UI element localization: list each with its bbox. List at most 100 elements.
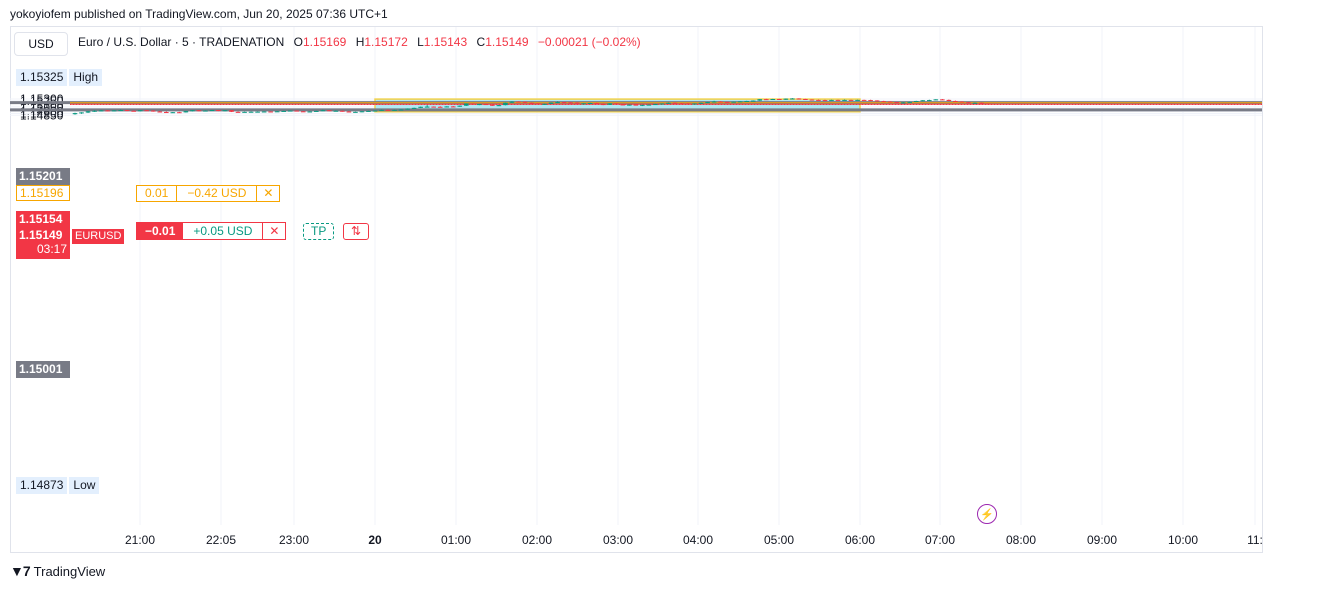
candle-body	[274, 111, 280, 113]
candle-body	[555, 102, 560, 104]
candle-body	[418, 106, 423, 108]
candle-body	[124, 110, 130, 112]
candle-body	[653, 104, 658, 106]
candle-body	[770, 99, 776, 100]
candle-body	[640, 104, 645, 106]
candle-body	[535, 103, 541, 105]
candle-body	[235, 111, 241, 113]
high-value: 1.15325	[16, 69, 68, 86]
x-tick-label: 07:00	[925, 533, 955, 547]
candle-body	[164, 112, 169, 114]
candle-body	[157, 111, 163, 113]
candle-body	[457, 105, 463, 107]
candle-body	[600, 104, 606, 106]
candle-body	[190, 110, 195, 112]
candle-body	[757, 99, 763, 101]
position-close-icon[interactable]: ✕	[263, 186, 274, 200]
candle-body	[705, 102, 710, 104]
candle-body	[822, 100, 828, 102]
candle-body	[959, 101, 965, 103]
order-price-label: 1.15154	[16, 211, 70, 227]
candle-body	[177, 112, 182, 114]
candle-body	[692, 103, 697, 105]
candle-body	[777, 99, 782, 100]
x-tick-label: 09:00	[1087, 533, 1117, 547]
candle-body	[940, 99, 945, 101]
candle-body	[718, 101, 723, 103]
candle-body	[209, 110, 215, 112]
candle-body	[183, 111, 189, 113]
candle-body	[685, 103, 691, 105]
candle-body	[170, 112, 176, 114]
candle-body	[333, 110, 339, 112]
candle-body	[307, 111, 313, 113]
candle-body	[144, 110, 150, 112]
legend-close: 1.15149	[485, 35, 529, 49]
candle-body	[731, 101, 736, 103]
legend-low: 1.15143	[423, 35, 468, 49]
candle-body	[900, 102, 906, 104]
candle-body	[287, 110, 293, 112]
candle-body	[803, 99, 808, 100]
candle-body	[300, 111, 306, 113]
candle-body	[979, 102, 984, 104]
candle-body	[842, 99, 847, 101]
candle-body	[196, 110, 202, 112]
legend-change: −0.00021 (−0.02%)	[537, 35, 641, 49]
order-widget[interactable]: −0.01 +0.05 USD ✕	[136, 222, 287, 240]
candle-body	[261, 111, 267, 113]
candle-body	[913, 100, 919, 102]
high-text: High	[69, 69, 103, 86]
candle-body	[855, 99, 860, 101]
position-widget[interactable]: 0.01 −0.42 USD ✕	[136, 185, 281, 202]
x-tick-label: 06:00	[845, 533, 875, 547]
candle-body	[953, 100, 958, 102]
legend-high-key: H	[355, 35, 365, 49]
x-tick-label: 03:00	[603, 533, 633, 547]
current-symbol-tag: EURUSD	[72, 229, 125, 244]
candle-body	[431, 106, 436, 108]
candle-body	[581, 103, 586, 105]
candle-body	[313, 110, 319, 112]
candle-body	[444, 106, 450, 108]
candle-body	[809, 99, 815, 101]
reverse-position-icon[interactable]: ⇅	[343, 223, 370, 240]
footer-brand: TradingView	[33, 563, 106, 579]
candle-body	[679, 103, 684, 105]
candle-body	[137, 110, 143, 112]
candle-body	[946, 99, 952, 101]
candle-body	[248, 111, 254, 113]
candle-body	[111, 110, 117, 112]
candle-body	[496, 105, 502, 107]
tradingview-logo-icon: ▼7	[10, 563, 31, 579]
candle-body	[790, 98, 795, 100]
low-value: 1.14873	[16, 477, 68, 494]
x-tick-label: 21:00	[125, 533, 155, 547]
candle-body	[85, 111, 91, 113]
candle-body	[72, 113, 78, 115]
legend-close-key: C	[476, 35, 486, 49]
x-tick-label: 08:00	[1006, 533, 1036, 547]
candle-body	[98, 110, 104, 112]
currency-button[interactable]: USD	[14, 32, 68, 56]
candle-body	[907, 101, 913, 103]
candle-body	[483, 104, 489, 106]
y-tick-label: 1.15250	[20, 94, 64, 108]
candle-body	[881, 101, 886, 103]
take-profit-button[interactable]: TP	[303, 223, 335, 240]
level-1-label: 1.15201	[16, 168, 70, 185]
footer: ▼7 TradingView	[10, 563, 105, 579]
candle-body	[294, 110, 300, 112]
candle-body	[744, 100, 750, 102]
candle-body	[594, 102, 600, 105]
x-tick-label: 02:00	[522, 533, 552, 547]
candle-body	[711, 101, 717, 103]
order-close-icon[interactable]: ✕	[269, 224, 280, 238]
candle-body	[327, 110, 332, 112]
position-pnl: −0.42 USD	[177, 186, 258, 201]
publisher-line: yokoyiofem published on TradingView.com,…	[10, 7, 388, 21]
candle-body	[763, 99, 769, 101]
candle-body	[366, 110, 371, 112]
lightning-icon[interactable]: ⚡	[977, 504, 997, 524]
